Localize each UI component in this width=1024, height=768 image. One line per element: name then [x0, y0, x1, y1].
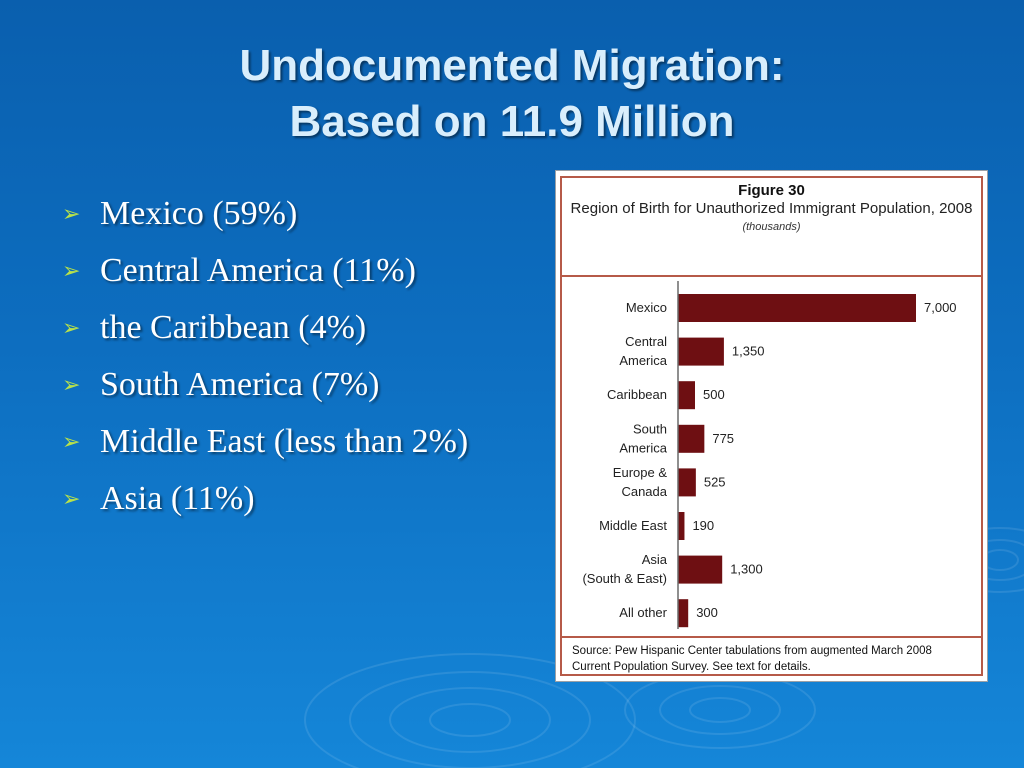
category-label: Central America	[619, 334, 667, 368]
arrow-bullet-icon: ➢	[62, 314, 81, 340]
arrow-bullet-icon: ➢	[62, 371, 81, 397]
chart-header: Figure 30 Region of Birth for Unauthoriz…	[562, 178, 981, 277]
value-label: 1,300	[730, 562, 763, 577]
bar	[678, 599, 689, 628]
slide-title-line-2: Based on 11.9 Million	[289, 97, 735, 146]
bullet-item: ➢ South America (7%)	[62, 356, 468, 413]
category-label: Europe & Canada	[613, 465, 668, 499]
chart-title: Region of Birth for Unauthorized Immigra…	[570, 200, 973, 217]
chart-frame: Figure 30 Region of Birth for Unauthoriz…	[560, 176, 983, 676]
bar	[678, 294, 916, 322]
bullet-list: ➢ Mexico (59%) ➢ Central America (11%) ➢ th…	[62, 185, 468, 527]
arrow-bullet-icon: ➢	[62, 257, 81, 283]
slide-title-line-1: Undocumented Migration:	[239, 41, 785, 90]
chart-unit-label: (thousands)	[742, 221, 801, 233]
bullet-item: ➢ Central America (11%)	[62, 242, 468, 299]
bar	[678, 468, 696, 497]
bar	[678, 555, 723, 584]
bar	[678, 512, 685, 540]
bullet-text: Mexico (59%)	[100, 194, 298, 232]
bar-chart-plot: Mexico 7,000 Central America 1,350 Caribbean 5…	[582, 281, 957, 629]
bullet-text: South America (7%)	[100, 365, 380, 403]
value-label: 7,000	[924, 300, 957, 315]
bullet-text: Central America (11%)	[100, 251, 416, 289]
bullet-item: ➢ Asia (11%)	[62, 470, 468, 527]
arrow-bullet-icon: ➢	[62, 485, 81, 511]
category-label: South America	[619, 421, 667, 455]
bullet-text: Middle East (less than 2%)	[100, 422, 469, 460]
bullet-text: Asia (11%)	[100, 479, 255, 517]
bullet-item: ➢ Mexico (59%)	[62, 185, 468, 242]
chart-figure: Figure 30 Region of Birth for Unauthoriz…	[555, 170, 988, 682]
value-label: 525	[704, 474, 726, 489]
category-label: Asia (South & East)	[582, 552, 667, 586]
value-label: 1,350	[732, 344, 765, 359]
arrow-bullet-icon: ➢	[62, 428, 81, 454]
bar	[678, 381, 695, 410]
bullet-item: ➢ the Caribbean (4%)	[62, 299, 468, 356]
value-label: 190	[692, 518, 714, 533]
category-label: Caribbean	[607, 387, 667, 402]
value-label: 500	[703, 387, 725, 402]
category-label: Middle East	[599, 518, 667, 533]
arrow-bullet-icon: ➢	[62, 200, 81, 226]
value-label: 775	[712, 431, 734, 446]
bullet-item: ➢ Middle East (less than 2%)	[62, 413, 468, 470]
value-label: 300	[696, 605, 718, 620]
bar	[678, 424, 705, 453]
chart-source-note: Source: Pew Hispanic Center tabulations …	[562, 636, 981, 675]
bullet-text: the Caribbean (4%)	[100, 308, 367, 346]
slide-title: Undocumented Migration: Based on 11.9 Mi…	[0, 38, 1024, 150]
figure-number: Figure 30	[738, 182, 805, 199]
category-label: All other	[619, 605, 667, 620]
category-label: Mexico	[626, 300, 667, 315]
bar	[678, 337, 724, 366]
